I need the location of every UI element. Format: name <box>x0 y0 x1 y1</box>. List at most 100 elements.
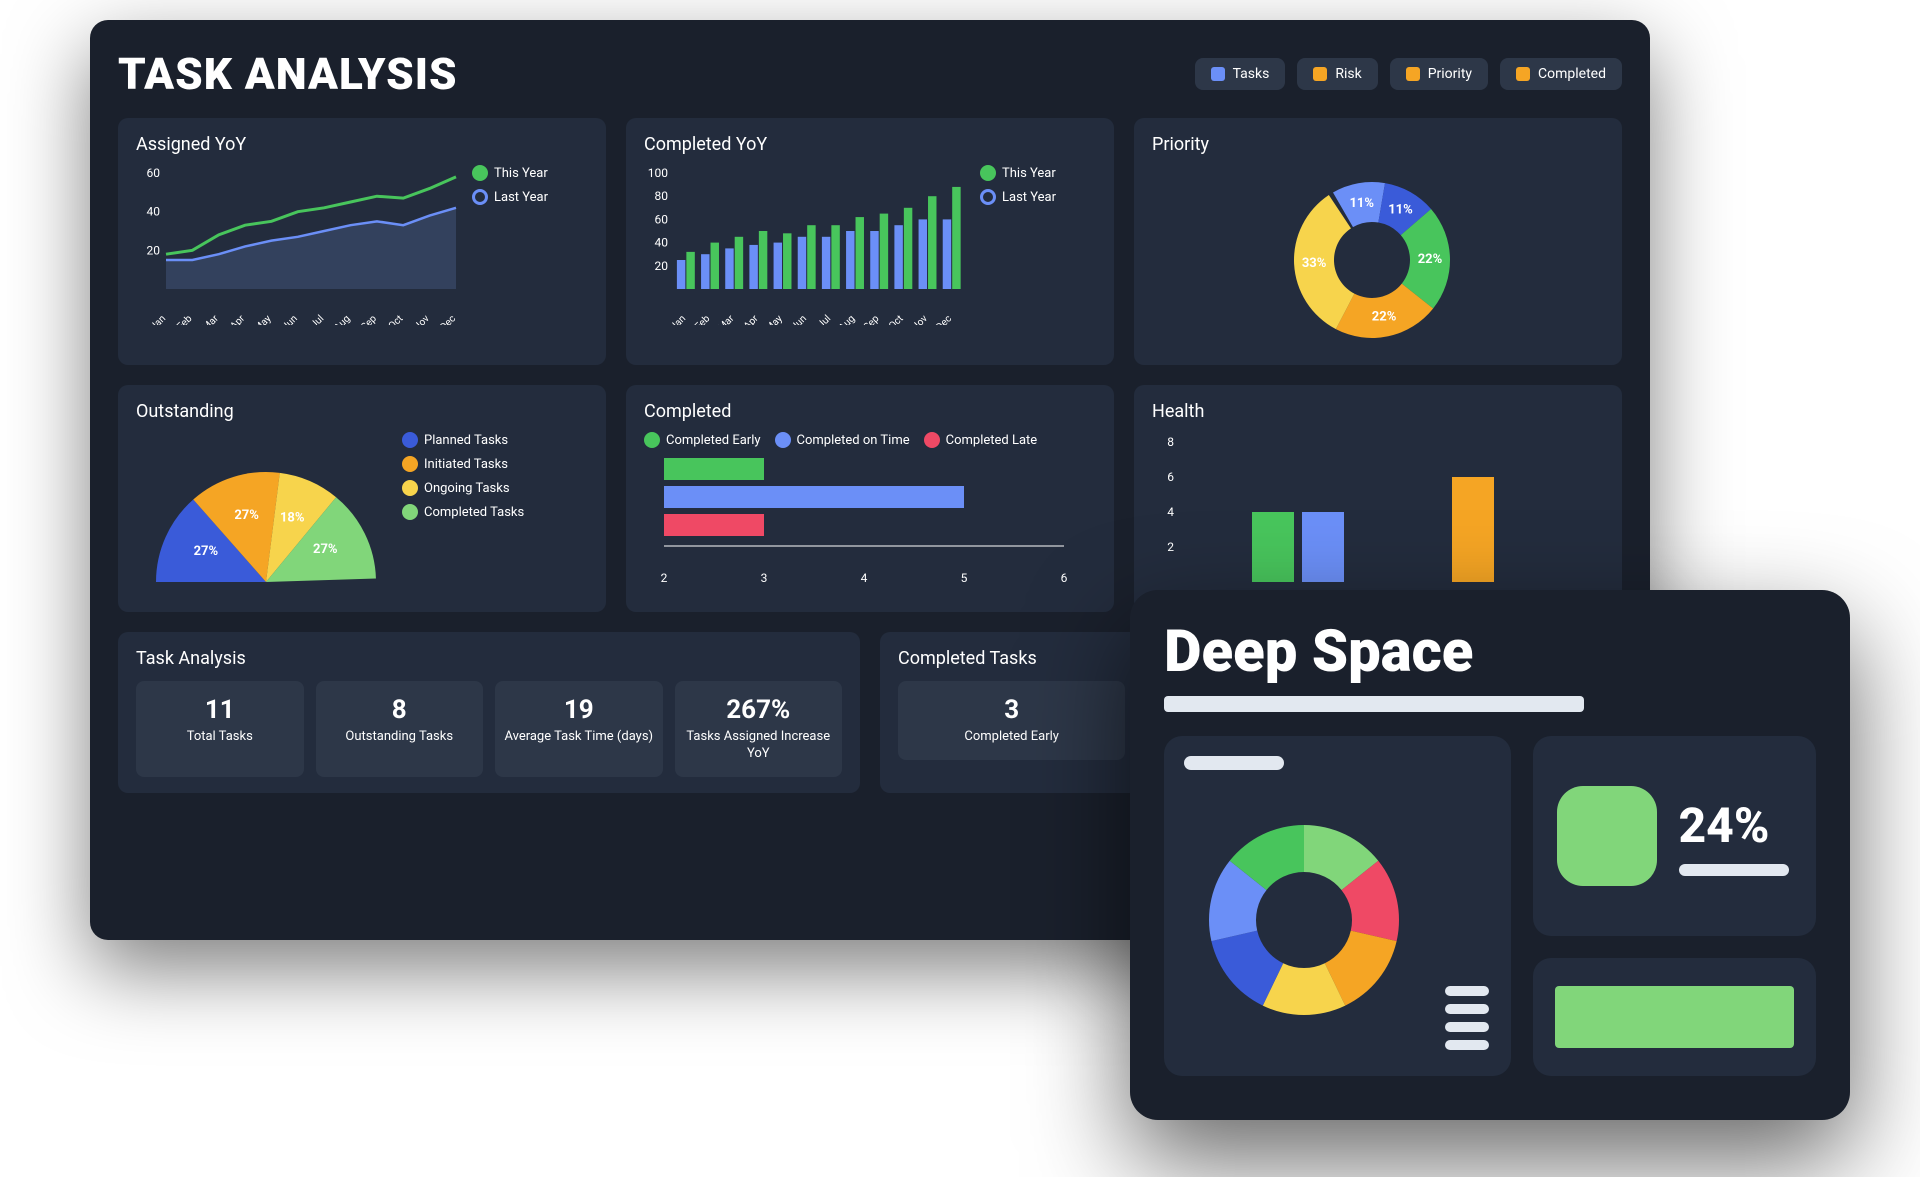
stat-value: 267% <box>683 695 835 725</box>
svg-text:18%: 18% <box>280 510 305 525</box>
card-title: Outstanding <box>136 401 588 422</box>
menu-icon[interactable] <box>1445 986 1489 1050</box>
svg-text:4: 4 <box>861 571 868 585</box>
task-analysis-stats: 11 Total Tasks 8 Outstanding Tasks 19 Average… <box>136 681 842 777</box>
filter-label: Priority <box>1428 66 1472 82</box>
filter-label: Risk <box>1335 66 1361 82</box>
stat-label: Average Task Time (days) <box>503 729 655 746</box>
page-title: TASK ANALYSIS <box>118 48 458 100</box>
svg-text:Sep: Sep <box>862 313 882 325</box>
svg-text:27%: 27% <box>313 542 338 557</box>
svg-text:Jun: Jun <box>280 313 299 325</box>
placeholder-bar <box>1679 864 1789 876</box>
legend-item: This Year <box>980 165 1056 181</box>
svg-text:6: 6 <box>1061 571 1068 585</box>
svg-text:Dec: Dec <box>934 313 954 325</box>
svg-text:40: 40 <box>147 205 161 219</box>
svg-text:Mar: Mar <box>716 313 737 325</box>
filter-tasks[interactable]: Tasks <box>1195 58 1286 90</box>
svg-text:Mar: Mar <box>201 313 222 325</box>
row-1: Assigned YoY 204060JanFebMarAprMayJunJul… <box>118 118 1622 365</box>
svg-text:Jul: Jul <box>309 313 326 325</box>
svg-text:4: 4 <box>1167 505 1174 519</box>
legend-item: This Year <box>472 165 548 181</box>
filter-swatch <box>1516 67 1530 81</box>
card-title: Task Analysis <box>136 648 842 669</box>
stat-label: Outstanding Tasks <box>324 729 476 746</box>
svg-text:20: 20 <box>655 259 669 273</box>
stat-value: 19 <box>503 695 655 725</box>
overlay-underline <box>1164 696 1584 712</box>
card-title: Assigned YoY <box>136 134 588 155</box>
card-title: Completed YoY <box>644 134 1096 155</box>
overlay-pct-panel: 24% <box>1533 736 1817 936</box>
legend-item: Planned Tasks <box>402 432 524 448</box>
svg-text:2: 2 <box>1167 540 1174 554</box>
legend-item: Initiated Tasks <box>402 456 524 472</box>
svg-text:60: 60 <box>655 212 669 226</box>
completed-yoy-chart: 20406080100JanFebMarAprMayJunJulAugSepOc… <box>644 165 974 325</box>
filters: Tasks Risk Priority Completed <box>1195 58 1622 90</box>
overlay-card: Deep Space 24% <box>1130 590 1850 1120</box>
svg-text:Jul: Jul <box>816 313 833 325</box>
stat-box: 267% Tasks Assigned Increase YoY <box>675 681 843 777</box>
svg-text:Apr: Apr <box>228 313 247 325</box>
svg-text:Aug: Aug <box>332 313 352 325</box>
legend-item: Last Year <box>980 189 1056 205</box>
stat-box: 11 Total Tasks <box>136 681 304 777</box>
overlay-donut-chart <box>1184 790 1424 1030</box>
svg-text:Apr: Apr <box>742 313 761 325</box>
svg-text:Nov: Nov <box>910 313 930 325</box>
svg-text:Aug: Aug <box>837 313 857 325</box>
card-title: Priority <box>1152 134 1604 155</box>
overlay-pct: 24% <box>1679 797 1789 854</box>
stat-label: Total Tasks <box>144 729 296 746</box>
svg-text:Feb: Feb <box>175 313 195 325</box>
placeholder-bar <box>1184 756 1284 770</box>
progress-bar <box>1555 986 1795 1048</box>
svg-text:27%: 27% <box>234 508 259 523</box>
svg-text:6: 6 <box>1167 470 1174 484</box>
svg-text:Jan: Jan <box>149 313 168 325</box>
svg-text:100: 100 <box>648 166 668 180</box>
filter-risk[interactable]: Risk <box>1297 58 1377 90</box>
svg-text:22%: 22% <box>1372 310 1397 325</box>
card-priority: Priority 11%11%22%22%33% <box>1134 118 1622 365</box>
card-completed: Completed Completed EarlyCompleted on Ti… <box>626 385 1114 612</box>
filter-swatch <box>1211 67 1225 81</box>
stat-label: Completed Early <box>906 729 1117 746</box>
completed-yoy-legend: This Year Last Year <box>980 165 1056 205</box>
card-health: Health 2468 <box>1134 385 1622 612</box>
card-assigned-yoy: Assigned YoY 204060JanFebMarAprMayJunJul… <box>118 118 606 365</box>
overlay-bar-panel <box>1533 958 1817 1076</box>
svg-text:Sep: Sep <box>359 313 379 325</box>
header: TASK ANALYSIS Tasks Risk Priority Completed <box>118 48 1622 100</box>
svg-text:22%: 22% <box>1418 252 1443 267</box>
assigned-legend: This YearLast Year <box>472 165 548 205</box>
filter-completed[interactable]: Completed <box>1500 58 1622 90</box>
filter-swatch <box>1313 67 1327 81</box>
filter-swatch <box>1406 67 1420 81</box>
legend-item: Ongoing Tasks <box>402 480 524 496</box>
svg-text:May: May <box>764 313 785 325</box>
stat-box: 3Completed Early <box>898 681 1125 760</box>
card-outstanding: Outstanding 27% 27% 18% 27% Planned Tasks In… <box>118 385 606 612</box>
completed-chart: 23456 <box>644 458 1084 588</box>
filter-priority[interactable]: Priority <box>1390 58 1488 90</box>
overlay-left-panel <box>1164 736 1511 1076</box>
svg-text:Nov: Nov <box>412 313 432 325</box>
legend-item: Completed Late <box>924 432 1038 448</box>
stat-value: 8 <box>324 695 476 725</box>
svg-text:27%: 27% <box>194 544 219 559</box>
svg-text:Dec: Dec <box>438 313 458 325</box>
svg-text:11%: 11% <box>1388 202 1413 217</box>
card-task-analysis: Task Analysis 11 Total Tasks 8 Outstanding … <box>118 632 860 793</box>
stat-label: Tasks Assigned Increase YoY <box>683 729 835 763</box>
card-title: Completed <box>644 401 1096 422</box>
stat-value: 11 <box>144 695 296 725</box>
svg-text:5: 5 <box>961 571 968 585</box>
svg-text:3: 3 <box>761 571 768 585</box>
health-chart: 2468 <box>1152 432 1592 592</box>
svg-text:Oct: Oct <box>387 313 406 325</box>
overlay-title: Deep Space <box>1164 618 1816 686</box>
